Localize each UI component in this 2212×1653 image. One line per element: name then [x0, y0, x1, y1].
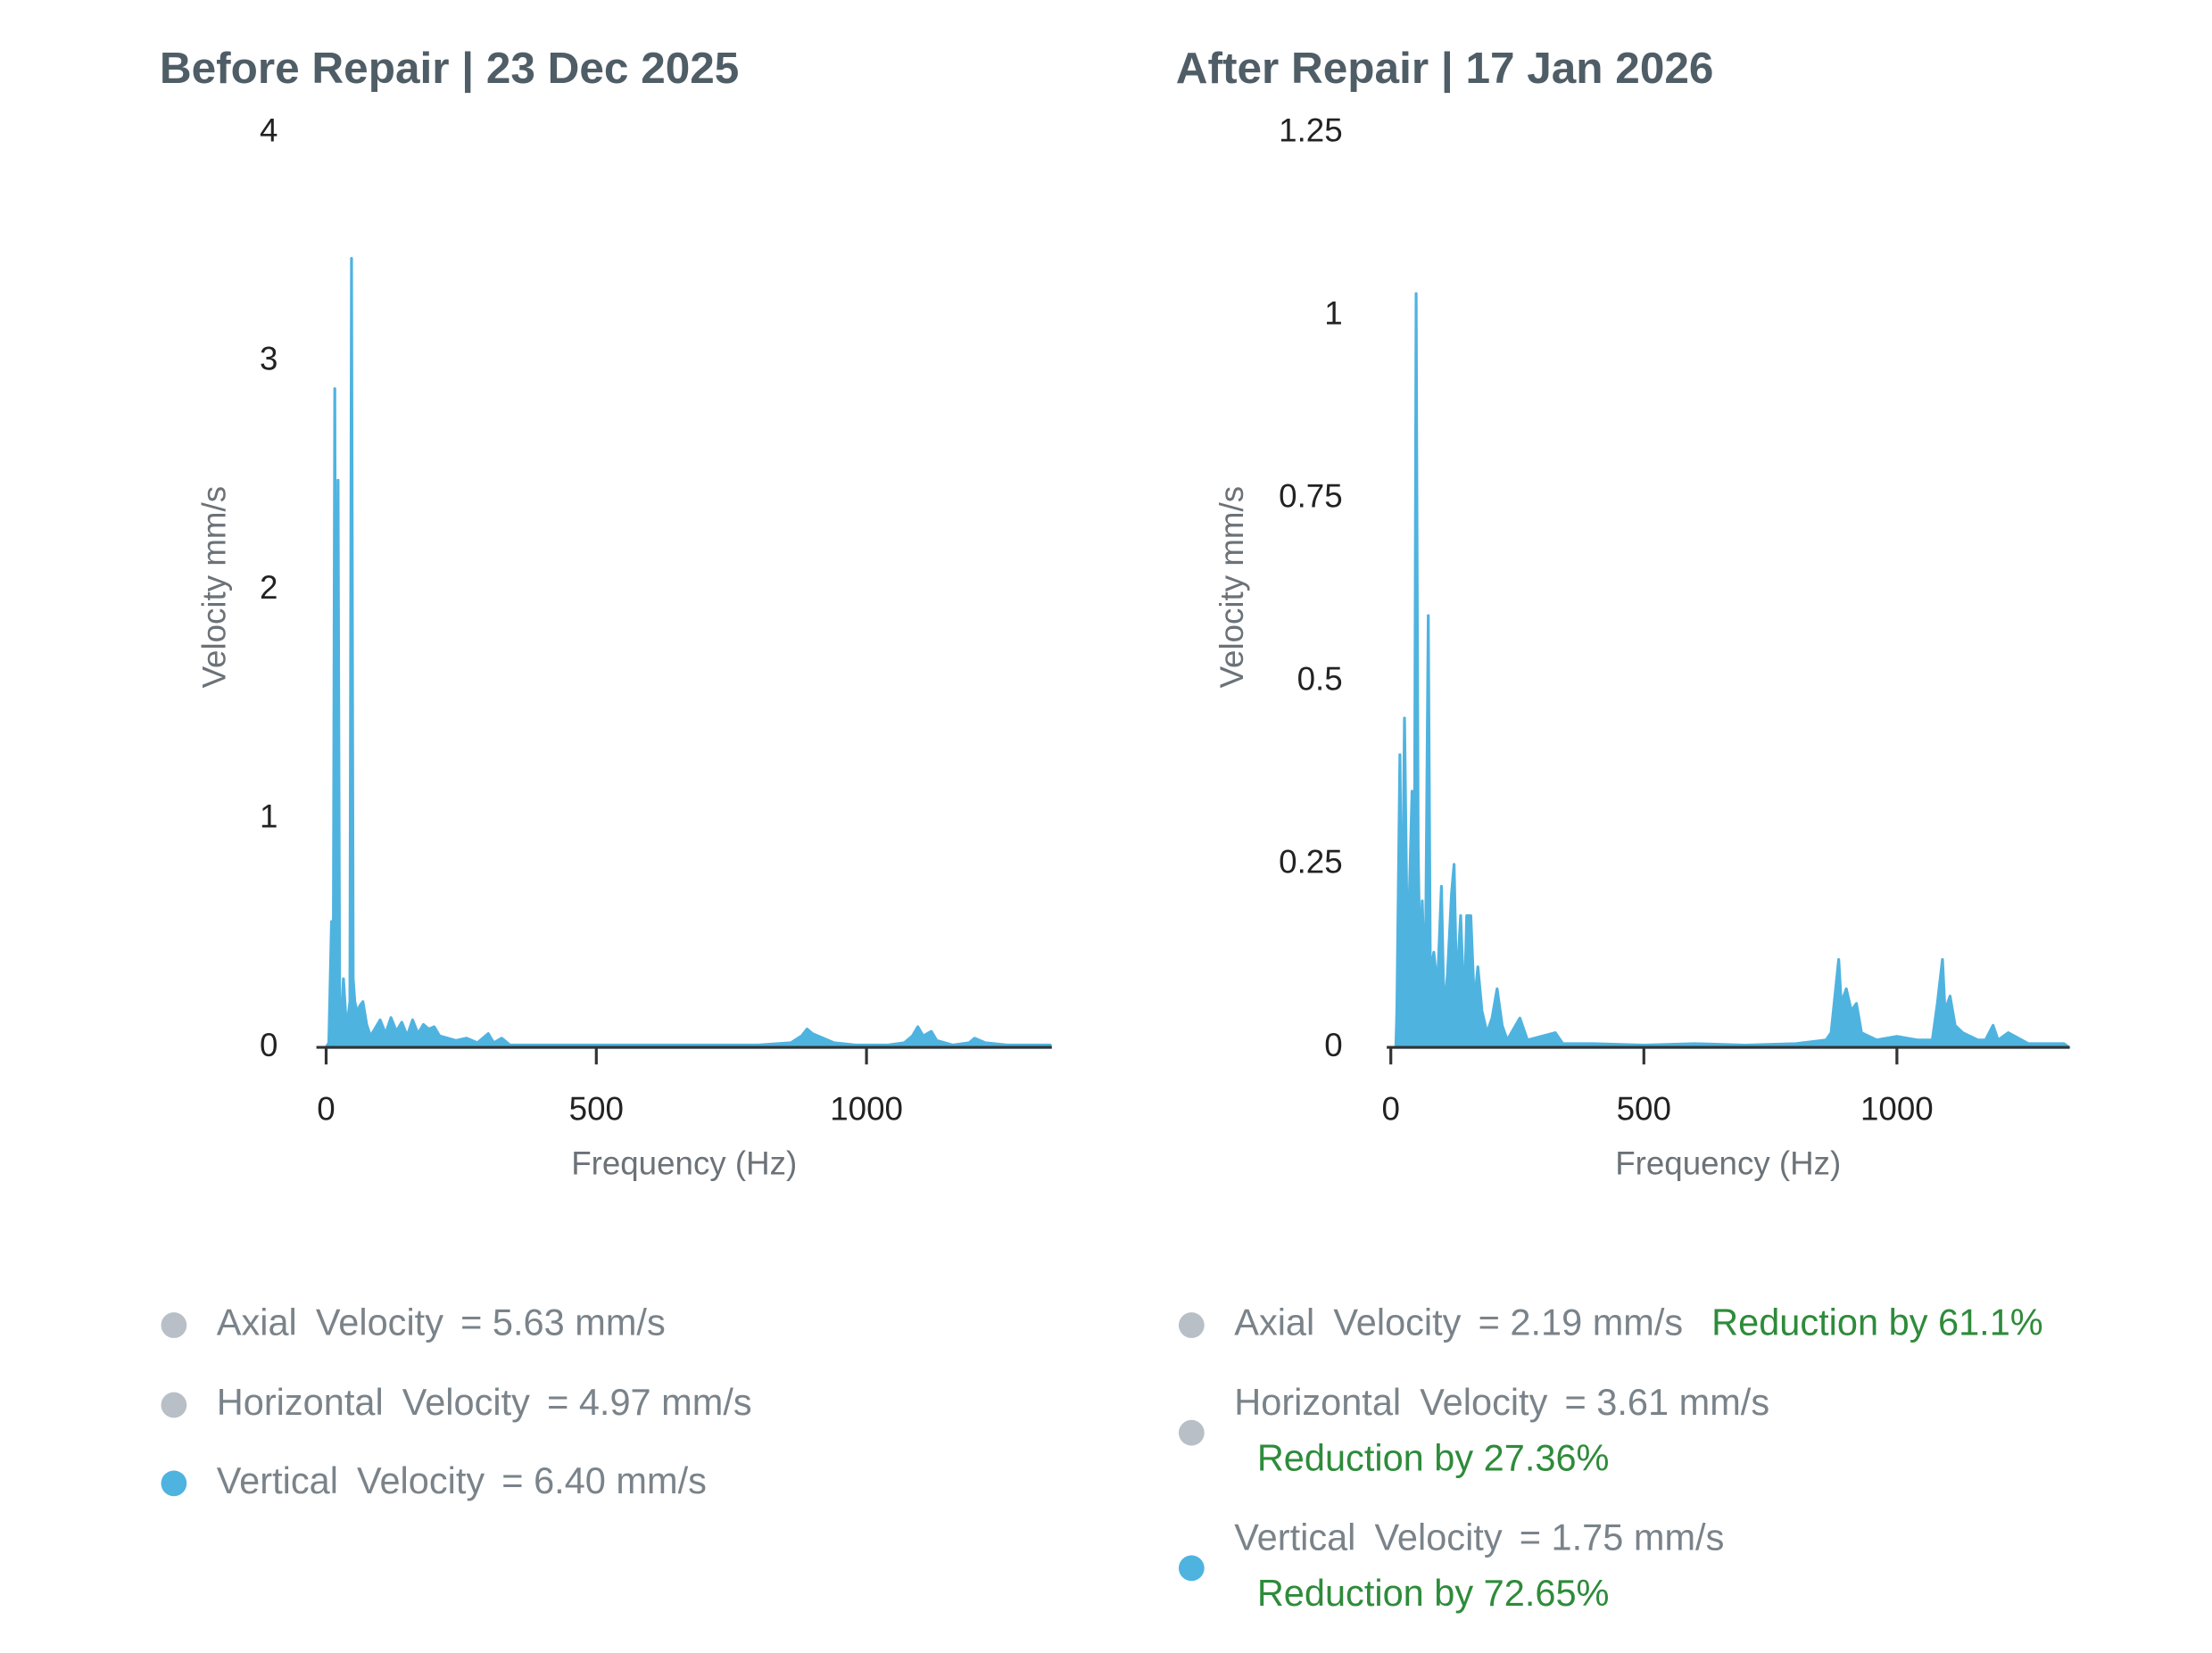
x-tick-label: 1000 — [830, 1091, 903, 1128]
stat-value: = 4.97 mm/s — [547, 1381, 752, 1423]
y-tick-label: 0.25 — [1279, 844, 1342, 880]
reduction-text: Reduction by 72.65% — [1257, 1572, 1610, 1614]
reduction-text: Reduction by 61.1% — [1711, 1302, 2043, 1343]
stat-value: = 6.40 mm/s — [501, 1459, 707, 1501]
y-axis-label: Velocity mm/s — [195, 486, 232, 688]
stat-value: = 3.61 mm/s — [1565, 1381, 1770, 1423]
y-tick-label: 0.75 — [1279, 478, 1342, 515]
chart-title: After Repair | 17 Jan 2026 — [1176, 44, 1714, 94]
stat-name: Axial Velocity — [217, 1302, 443, 1343]
legend-dot — [1178, 1312, 1205, 1338]
spectrum-area — [324, 257, 1052, 1049]
legend-dot — [1178, 1555, 1205, 1582]
y-tick-label: 3 — [260, 341, 278, 377]
legend-dot — [161, 1392, 187, 1418]
stat-name: Axial Velocity — [1234, 1302, 1461, 1343]
stat-name: Vertical Velocity — [1234, 1517, 1503, 1558]
y-tick-label: 1 — [1324, 294, 1342, 331]
legend-dot — [161, 1470, 187, 1497]
reduction-text: Reduction by 27.36% — [1257, 1436, 1610, 1478]
spectrum-area — [1389, 292, 2071, 1049]
stat-name: Vertical Velocity — [217, 1459, 485, 1501]
chart-title: Before Repair | 23 Dec 2025 — [160, 44, 739, 94]
x-tick-label: 500 — [1617, 1091, 1671, 1128]
stat-value: = 1.75 mm/s — [1520, 1517, 1725, 1558]
y-tick-label: 0 — [1324, 1027, 1342, 1063]
stat-name: Horizontal Velocity — [1234, 1381, 1547, 1423]
y-tick-label: 0.5 — [1297, 661, 1343, 698]
y-tick-label: 4 — [260, 112, 278, 148]
y-tick-label: 1.25 — [1279, 112, 1342, 148]
x-tick-label: 0 — [317, 1091, 335, 1128]
stat-value: = 5.63 mm/s — [460, 1302, 666, 1343]
x-axis-label: Frequency (Hz) — [1615, 1145, 1841, 1181]
legend-dot — [161, 1312, 187, 1338]
x-tick-label: 500 — [569, 1091, 624, 1128]
y-tick-label: 1 — [260, 798, 278, 834]
x-axis-label: Frequency (Hz) — [571, 1145, 797, 1181]
legend-dot — [1178, 1419, 1205, 1446]
x-tick-label: 0 — [1381, 1091, 1399, 1128]
y-axis-label: Velocity mm/s — [1214, 486, 1250, 688]
y-tick-label: 2 — [260, 569, 278, 606]
x-tick-label: 1000 — [1860, 1091, 1934, 1128]
y-tick-label: 0 — [260, 1027, 278, 1063]
stat-name: Horizontal Velocity — [217, 1381, 530, 1423]
stat-value: = 2.19 mm/s — [1479, 1302, 1684, 1343]
